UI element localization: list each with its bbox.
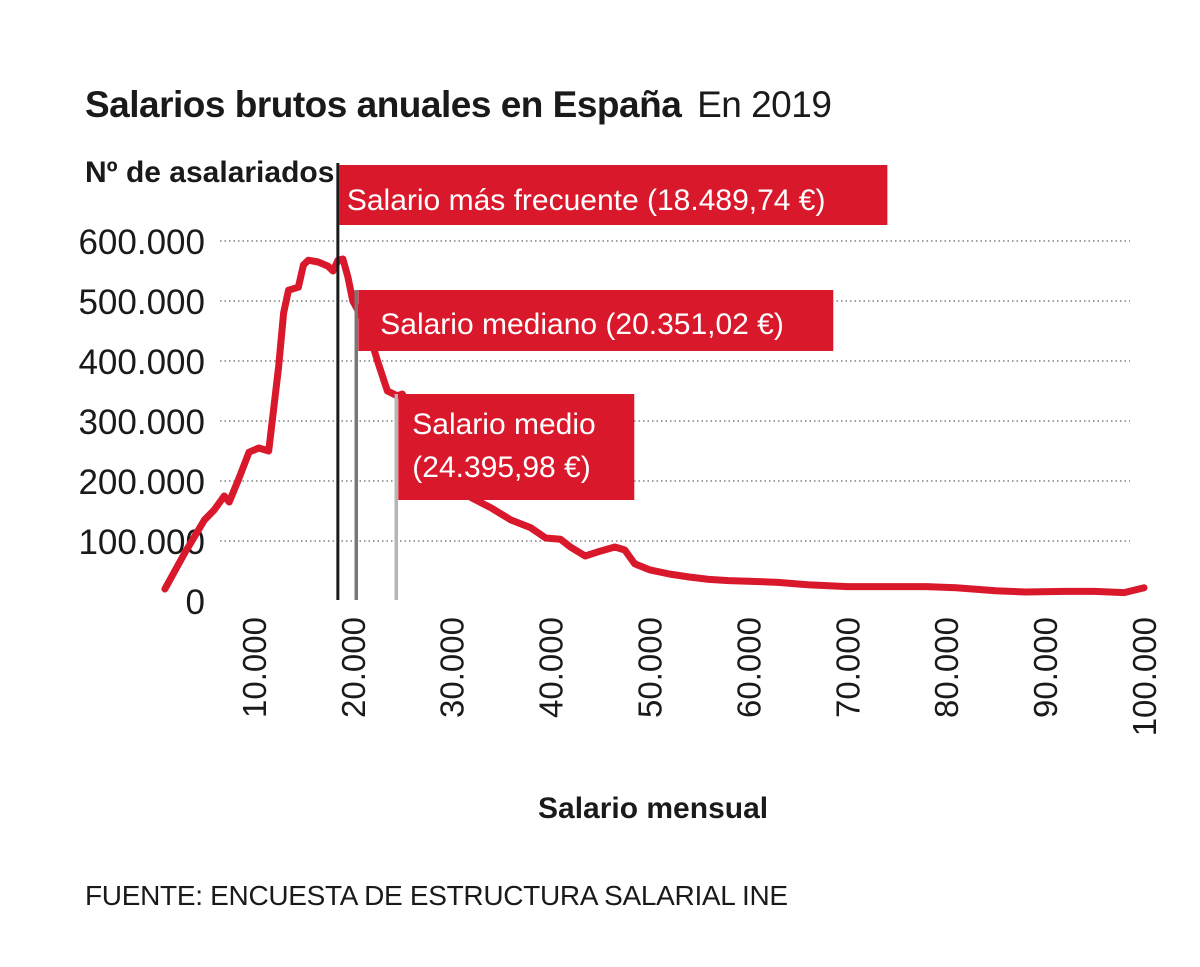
annotations: Salario más frecuente (18.489,74 €) Salar… xyxy=(339,165,888,500)
x-tick-label: 50.000 xyxy=(632,617,669,718)
mean-annotation-label-line1: Salario medio xyxy=(412,408,595,441)
y-tick-label: 400.000 xyxy=(78,343,205,382)
x-tick-label: 70.000 xyxy=(829,617,866,718)
reference-lines xyxy=(336,163,399,600)
y-tick-label: 500.000 xyxy=(78,283,205,322)
x-tick-label: 30.000 xyxy=(434,617,471,718)
mean-annotation-label-line2: (24.395,98 €) xyxy=(412,451,590,484)
y-axis-label: Nº de asalariados xyxy=(85,156,335,189)
x-tick-label: 40.000 xyxy=(533,617,570,718)
x-axis-label: Salario mensual xyxy=(538,792,769,825)
x-tick-label: 10.000 xyxy=(236,617,273,718)
mode-annotation-box xyxy=(339,165,888,225)
median-annotation-box xyxy=(358,290,834,351)
y-tick-label: 300.000 xyxy=(78,403,205,442)
chart-title: Salarios brutos anuales en España xyxy=(85,84,682,125)
x-tick-label: 20.000 xyxy=(335,617,372,718)
x-tick-label: 90.000 xyxy=(1027,617,1064,718)
y-tick-label: 600.000 xyxy=(78,223,205,262)
mode-annotation-label: Salario más frecuente (18.489,74 €) xyxy=(347,184,826,217)
x-tick-label: 80.000 xyxy=(928,617,965,718)
y-tick-label: 0 xyxy=(186,583,205,622)
x-tick-label: 60.000 xyxy=(730,617,767,718)
y-axis-ticks: 0100.000200.000300.000400.000500.000600.… xyxy=(78,223,205,622)
mean-annotation-box xyxy=(398,394,635,500)
x-tick-label: 100.000 xyxy=(1126,617,1163,736)
source-note: FUENTE: ENCUESTA DE ESTRUCTURA SALARIAL … xyxy=(85,880,788,911)
y-tick-label: 200.000 xyxy=(78,463,205,502)
median-annotation-label: Salario mediano (20.351,02 €) xyxy=(380,308,784,341)
chart-subtitle: En 2019 xyxy=(697,84,832,125)
x-axis-ticks: 10.000 20.000 30.000 40.000 50.000 60.000 70.0… xyxy=(236,617,1163,736)
chart-title-row: Salarios brutos anuales en España En 201… xyxy=(85,84,832,126)
